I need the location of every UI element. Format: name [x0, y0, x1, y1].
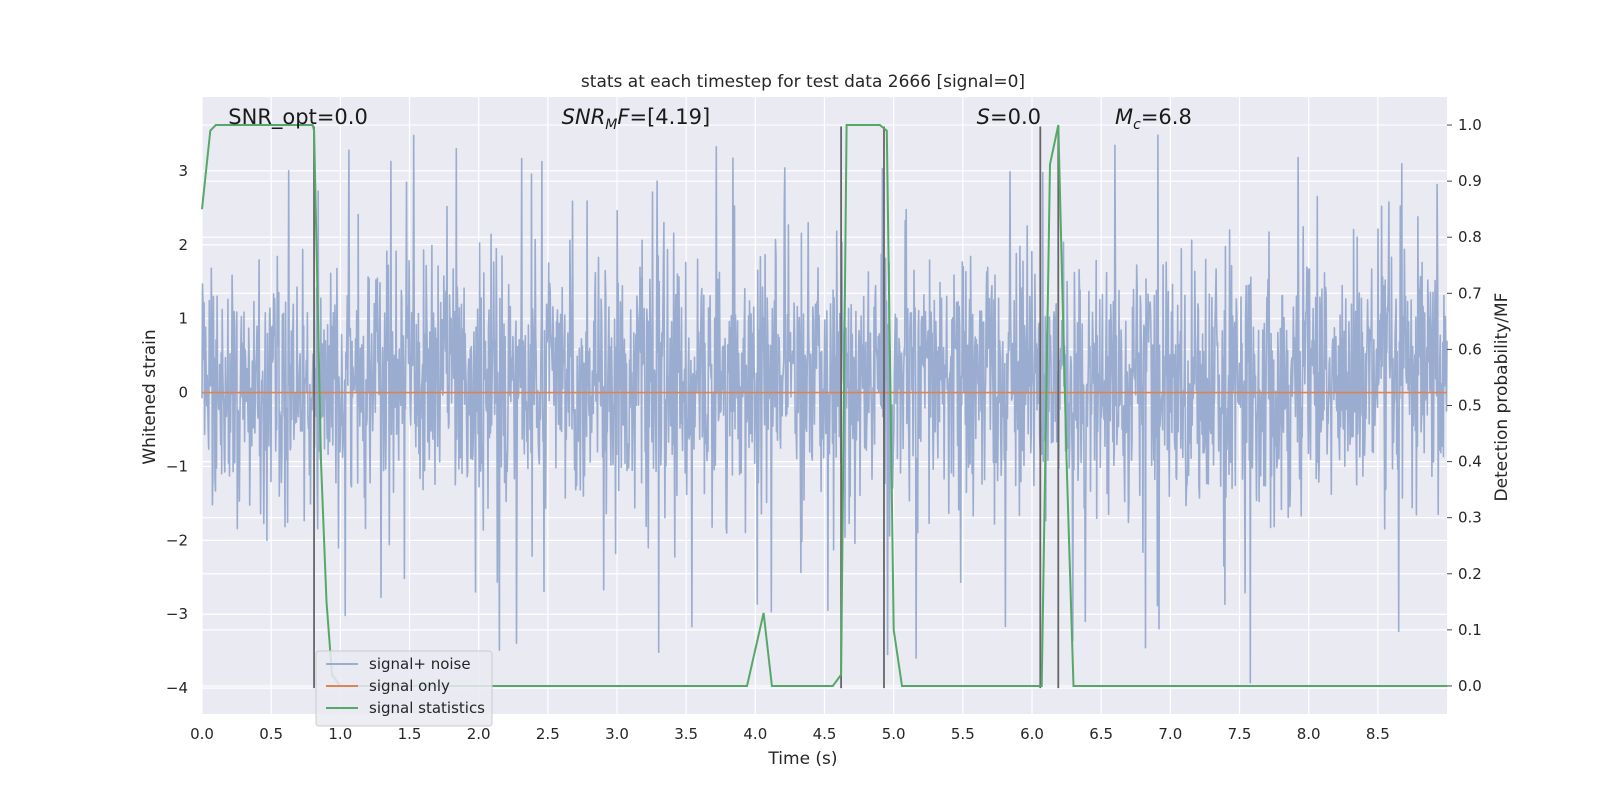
y-tick-label-right: 0.6 — [1458, 340, 1482, 358]
x-tick-label: 8.0 — [1297, 725, 1321, 743]
annotations: SNR_opt=0.0 SNRMF=[4.19] S=0.0 Mc=6.8 — [228, 105, 1192, 133]
annotation-mc: Mc=6.8 — [1115, 105, 1192, 133]
y-tick-label-right: 0.0 — [1458, 677, 1482, 695]
y-tick-label-right: 0.9 — [1458, 172, 1482, 190]
y-tick-label-left: −2 — [166, 531, 188, 549]
x-tick-label: 0.5 — [259, 725, 283, 743]
y-tick-label-left: 1 — [178, 310, 188, 328]
y-tick-label-right: 0.2 — [1458, 565, 1482, 583]
chart-title: stats at each timestep for test data 266… — [581, 72, 1025, 92]
x-tick-label: 6.5 — [1089, 725, 1113, 743]
x-tick-label: 2.0 — [467, 725, 491, 743]
y-tick-label-right: 0.8 — [1458, 228, 1482, 246]
annotation-snr_opt: SNR_opt=0.0 — [228, 105, 368, 130]
x-tick-label: 1.5 — [398, 725, 422, 743]
x-tick-label: 4.0 — [743, 725, 767, 743]
vertical-markers — [313, 126, 1060, 689]
y-tick-label-left: 0 — [178, 384, 188, 402]
y-tick-label-left: −1 — [166, 457, 188, 475]
series-signal-statistics — [201, 124, 1447, 687]
x-tick-label: 3.0 — [605, 725, 629, 743]
y-tick-label-right: 0.3 — [1458, 509, 1482, 527]
x-tick-label: 5.0 — [882, 725, 906, 743]
y-tick-label-right: 0.1 — [1458, 621, 1482, 639]
x-axis-label: Time (s) — [767, 749, 837, 769]
x-tick-label: 1.0 — [328, 725, 352, 743]
y-axis-label-right: Detection probability/MF — [1492, 293, 1512, 502]
x-tick-label: 7.5 — [1228, 725, 1252, 743]
tick-labels: 0.0 0.5 1.0 1.5 2.0 2.5 3.0 3.5 4.0 4.5 5.0 5.5 6.0 6… — [166, 116, 1482, 743]
y-tick-label-right: 0.7 — [1458, 284, 1482, 302]
x-tick-label: 5.5 — [951, 725, 975, 743]
x-tick-label: 6.0 — [1020, 725, 1044, 743]
y-axis-label-left: Whitened strain — [140, 329, 160, 464]
series-signal-noise — [201, 134, 1448, 684]
legend-label-signal-only: signal only — [369, 677, 450, 695]
signal-statistics-line — [201, 124, 1447, 687]
x-tick-label: 0.0 — [190, 725, 214, 743]
x-tick-label: 7.0 — [1158, 725, 1182, 743]
legend-box — [315, 650, 493, 727]
y-tick-label-right: 1.0 — [1458, 116, 1482, 134]
annotation-s: S=0.0 — [977, 105, 1041, 129]
y-tick-label-left: −3 — [166, 605, 188, 623]
y-tick-label-left: −4 — [166, 679, 188, 697]
x-tick-label: 2.5 — [536, 725, 560, 743]
y-tick-label-left: 2 — [178, 236, 188, 254]
y-tick-label-left: 3 — [178, 162, 188, 180]
x-tick-label: 3.5 — [674, 725, 698, 743]
signal-noise-line — [201, 134, 1448, 684]
annotation-snr_mf: SNRMF=[4.19] — [562, 105, 711, 133]
y-tick-label-right: 0.5 — [1458, 397, 1482, 415]
legend-label-signal-noise: signal+ noise — [369, 655, 471, 673]
legend-label-signal-statistics: signal statistics — [369, 699, 485, 717]
x-tick-label: 4.5 — [813, 725, 837, 743]
y-tick-label-right: 0.4 — [1458, 453, 1482, 471]
legend: signal+ noise signal only signal statist… — [315, 650, 493, 727]
x-tick-label: 8.5 — [1366, 725, 1390, 743]
